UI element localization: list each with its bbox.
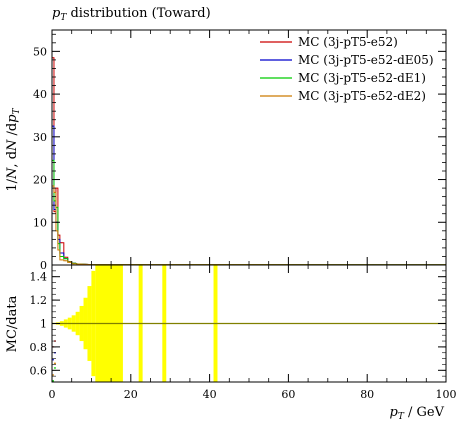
series-line — [52, 159, 447, 266]
x-tick-label: 40 — [203, 388, 217, 401]
series-line — [52, 185, 447, 266]
data-point — [52, 57, 54, 59]
y-tick-label: 0 — [40, 259, 47, 272]
data-point — [52, 185, 54, 187]
data-point — [54, 211, 56, 213]
ratio-y-tick-label: 1.2 — [30, 294, 48, 307]
y-tick-label: 20 — [33, 174, 47, 187]
data-point — [61, 242, 63, 244]
y-tick-label: 30 — [33, 131, 47, 144]
x-tick-label: 100 — [436, 388, 457, 401]
y-tick-label: 40 — [33, 88, 47, 101]
main-ylabel: 1/N, dN /dpT — [5, 107, 22, 191]
plot-title: pT distribution (Toward) — [52, 6, 211, 23]
ratio-panel: 0.6 0.8 1 1.2 1.4 0 20 40 60 80 100 — [30, 264, 457, 401]
legend-label: MC (3j-pT5-e52) — [298, 35, 398, 49]
legend-label: MC (3j-pT5-e52-dE1) — [298, 71, 426, 85]
data-point — [79, 263, 81, 265]
data-point — [52, 125, 54, 127]
legend: MC (3j-pT5-e52) MC (3j-pT5-e52-dE05) MC (3… — [260, 35, 434, 103]
data-point — [58, 234, 60, 236]
x-tick-label: 0 — [49, 388, 56, 401]
main-panel: 0 10 20 30 40 50 — [33, 29, 447, 272]
data-point — [54, 191, 56, 193]
data-point — [58, 249, 60, 251]
series-line — [52, 125, 447, 266]
data-point — [61, 252, 63, 254]
data-point — [65, 256, 67, 258]
data-point — [54, 208, 56, 210]
data-point — [56, 187, 58, 189]
y-tick-label: 50 — [33, 45, 47, 58]
ratio-y-tick-label: 0.8 — [30, 341, 48, 354]
ratio-y-tick-label: 0.6 — [30, 364, 48, 377]
legend-label: MC (3j-pT5-e52-dE05) — [298, 53, 434, 67]
data-point — [56, 230, 58, 232]
y-tick-label: 10 — [33, 216, 47, 229]
data-point — [58, 243, 60, 245]
data-point — [52, 159, 54, 161]
ratio-xlabel: pT / GeV — [390, 405, 445, 422]
data-point — [61, 259, 63, 261]
ratio-y-tick-label: 1 — [40, 318, 47, 331]
data-point — [65, 258, 67, 260]
x-tick-label: 20 — [124, 388, 138, 401]
data-point — [54, 200, 56, 202]
data-point — [69, 261, 71, 263]
data-point — [73, 263, 75, 265]
x-tick-label: 80 — [360, 388, 374, 401]
data-point — [56, 206, 58, 208]
data-point — [58, 238, 60, 240]
x-tick-label: 60 — [281, 388, 295, 401]
data-point — [61, 255, 63, 257]
data-point — [65, 260, 67, 262]
legend-label: MC (3j-pT5-e52-dE2) — [298, 89, 426, 103]
ratio-y-tick-label: 1.4 — [30, 271, 48, 284]
ratio-ylabel: MC/data — [5, 295, 20, 352]
